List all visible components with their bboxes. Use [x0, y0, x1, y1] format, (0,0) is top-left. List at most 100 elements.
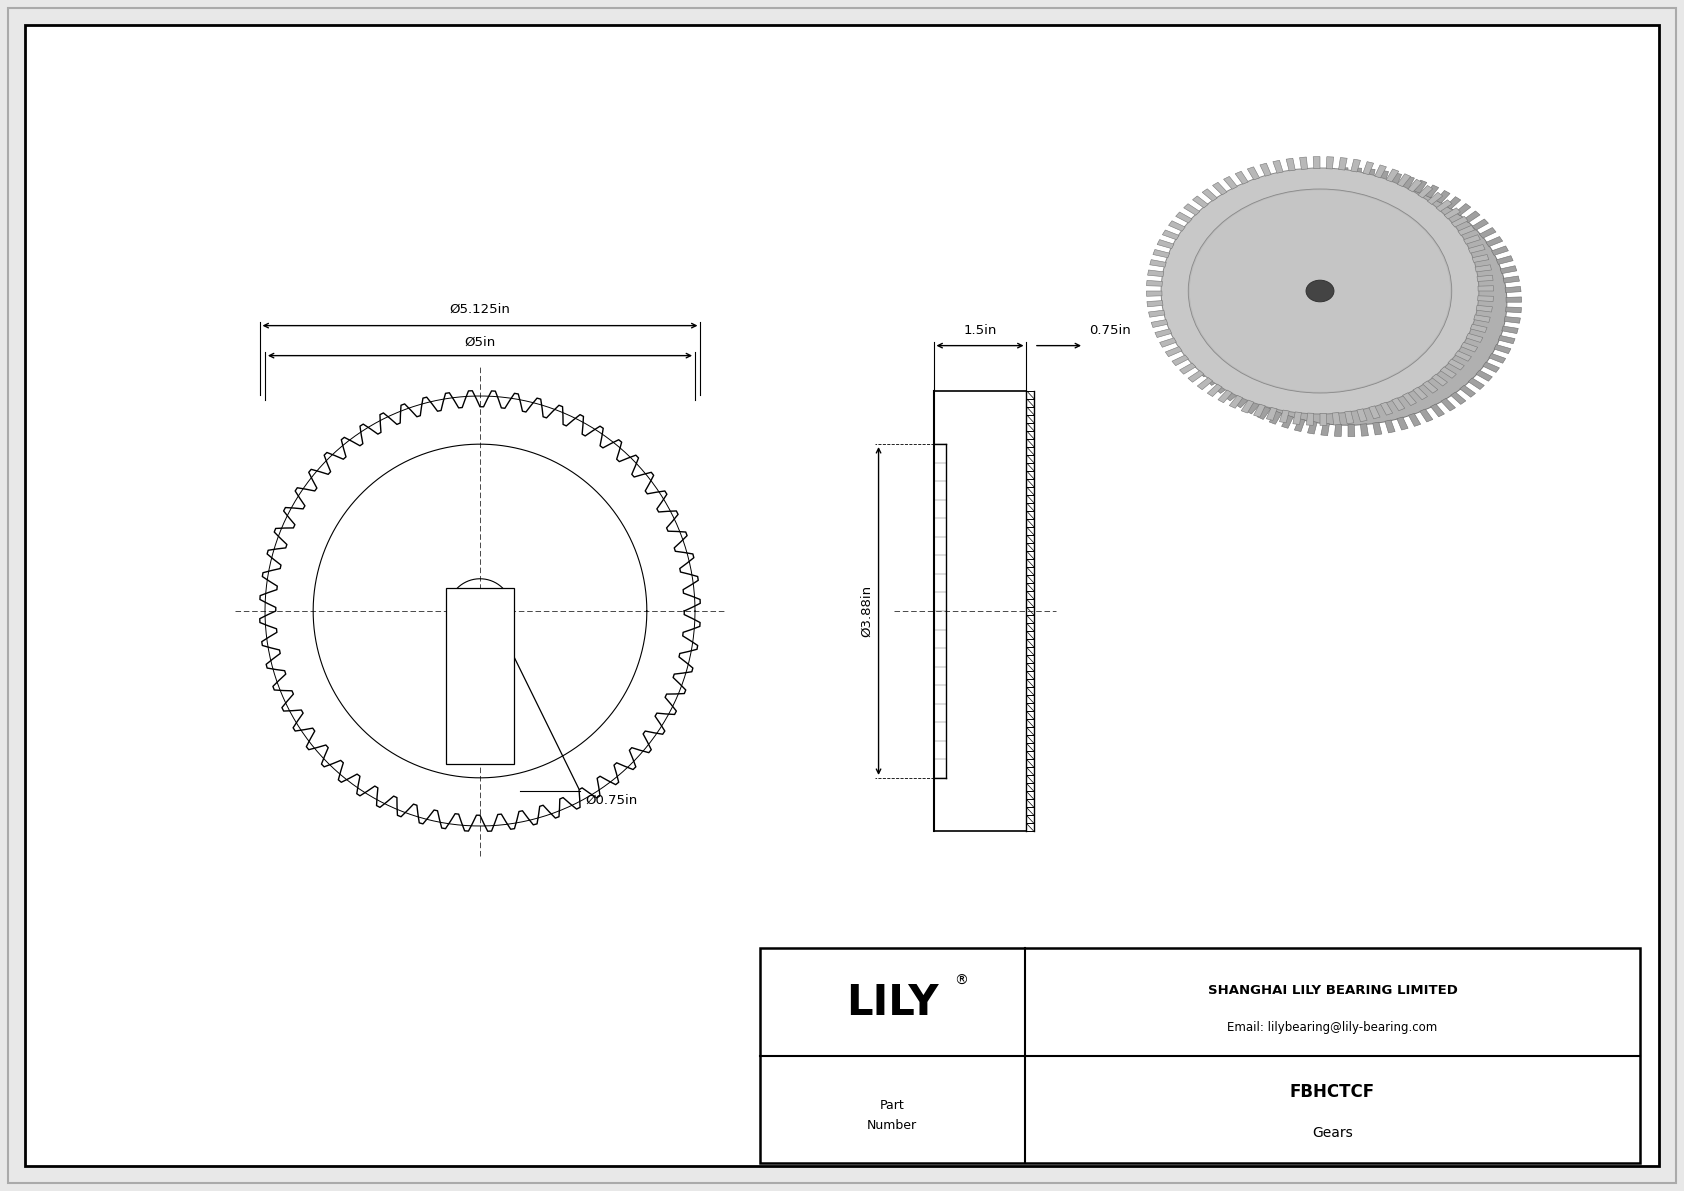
Polygon shape	[1420, 409, 1433, 422]
Polygon shape	[1224, 176, 1238, 189]
Text: Gears: Gears	[1312, 1125, 1352, 1140]
Polygon shape	[1347, 424, 1356, 437]
Polygon shape	[1182, 339, 1199, 349]
Polygon shape	[1455, 204, 1470, 216]
Polygon shape	[1472, 219, 1489, 230]
Polygon shape	[1408, 180, 1421, 192]
Polygon shape	[1273, 161, 1283, 173]
Polygon shape	[1396, 417, 1408, 430]
Polygon shape	[1327, 168, 1335, 181]
Polygon shape	[1157, 239, 1174, 249]
Polygon shape	[1147, 280, 1162, 286]
Polygon shape	[1418, 186, 1433, 198]
Bar	[446, 588, 514, 765]
Polygon shape	[1288, 174, 1298, 187]
Polygon shape	[1150, 260, 1167, 267]
Polygon shape	[1234, 172, 1248, 185]
Text: Ø0.75in: Ø0.75in	[584, 794, 637, 807]
Polygon shape	[1202, 189, 1218, 201]
Polygon shape	[1197, 378, 1212, 389]
Polygon shape	[1480, 227, 1495, 238]
Polygon shape	[1147, 300, 1164, 307]
Polygon shape	[1194, 357, 1211, 368]
Polygon shape	[1362, 162, 1374, 175]
Polygon shape	[1327, 157, 1334, 169]
Polygon shape	[1351, 160, 1361, 172]
Polygon shape	[1174, 292, 1191, 298]
Polygon shape	[1339, 157, 1347, 170]
Polygon shape	[1229, 200, 1246, 212]
Polygon shape	[1172, 355, 1189, 366]
Polygon shape	[1207, 374, 1224, 386]
Polygon shape	[1413, 387, 1428, 400]
Polygon shape	[1391, 173, 1401, 186]
Polygon shape	[1463, 211, 1480, 223]
Polygon shape	[1175, 281, 1192, 288]
Polygon shape	[1458, 225, 1475, 236]
Polygon shape	[1372, 423, 1383, 435]
Polygon shape	[1500, 266, 1517, 274]
Polygon shape	[1505, 307, 1521, 313]
Polygon shape	[1177, 270, 1194, 279]
Polygon shape	[1263, 182, 1276, 195]
Polygon shape	[1275, 177, 1288, 191]
Polygon shape	[1216, 381, 1233, 393]
Polygon shape	[1266, 407, 1276, 420]
Polygon shape	[1226, 388, 1241, 401]
Polygon shape	[1248, 167, 1260, 180]
Polygon shape	[1494, 344, 1511, 354]
Text: Number: Number	[867, 1118, 918, 1131]
Polygon shape	[1403, 176, 1415, 189]
Polygon shape	[1307, 422, 1317, 434]
Polygon shape	[1197, 232, 1212, 243]
Polygon shape	[1154, 249, 1170, 257]
Polygon shape	[1160, 338, 1177, 348]
Polygon shape	[1504, 317, 1521, 323]
Polygon shape	[1260, 163, 1271, 176]
Polygon shape	[1147, 291, 1162, 297]
Polygon shape	[1497, 256, 1514, 264]
Polygon shape	[1314, 169, 1324, 182]
Polygon shape	[1361, 424, 1369, 436]
Polygon shape	[1386, 169, 1399, 182]
Text: FBHCTCF: FBHCTCF	[1290, 1083, 1376, 1100]
Polygon shape	[1447, 197, 1460, 210]
Polygon shape	[1398, 174, 1411, 187]
Text: SHANGHAI LILY BEARING LIMITED: SHANGHAI LILY BEARING LIMITED	[1207, 985, 1457, 998]
Polygon shape	[1300, 172, 1312, 185]
Polygon shape	[1448, 358, 1465, 370]
Polygon shape	[1470, 324, 1487, 332]
Polygon shape	[1474, 314, 1490, 323]
Ellipse shape	[1191, 191, 1450, 392]
Polygon shape	[1436, 200, 1452, 212]
Polygon shape	[1505, 286, 1521, 293]
Polygon shape	[1177, 322, 1192, 329]
Polygon shape	[1241, 400, 1255, 413]
Polygon shape	[1479, 286, 1494, 291]
Text: Ø3.88in: Ø3.88in	[861, 585, 872, 637]
Polygon shape	[1477, 305, 1492, 312]
Text: 1.5in: 1.5in	[963, 324, 997, 337]
Polygon shape	[1169, 220, 1186, 231]
Polygon shape	[1475, 264, 1492, 272]
Polygon shape	[1201, 366, 1216, 376]
Polygon shape	[1475, 370, 1492, 381]
Polygon shape	[1357, 409, 1367, 422]
Polygon shape	[1354, 168, 1362, 180]
Polygon shape	[1152, 319, 1167, 328]
Polygon shape	[1212, 214, 1228, 226]
Polygon shape	[1505, 297, 1522, 303]
Polygon shape	[1229, 395, 1243, 409]
Polygon shape	[1300, 157, 1307, 169]
Polygon shape	[1295, 418, 1305, 431]
Polygon shape	[1218, 389, 1233, 403]
Polygon shape	[1450, 392, 1465, 405]
Polygon shape	[1408, 413, 1421, 426]
Polygon shape	[1180, 261, 1197, 269]
Polygon shape	[1492, 245, 1509, 255]
Polygon shape	[1175, 312, 1191, 318]
Text: Part: Part	[879, 1099, 904, 1111]
Polygon shape	[1403, 393, 1416, 406]
Polygon shape	[1391, 398, 1404, 411]
Polygon shape	[1502, 326, 1519, 333]
